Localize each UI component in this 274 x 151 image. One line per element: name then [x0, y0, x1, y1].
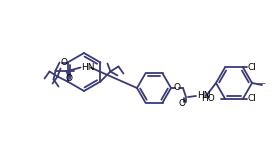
Text: O: O	[65, 74, 72, 83]
Text: O: O	[178, 98, 185, 108]
Text: Cl: Cl	[248, 63, 257, 72]
Text: HN: HN	[197, 92, 210, 101]
Text: —: —	[257, 79, 266, 88]
Text: HN: HN	[82, 63, 95, 72]
Text: HO: HO	[201, 94, 215, 103]
Text: O: O	[173, 84, 181, 93]
Text: O: O	[60, 58, 67, 67]
Text: Cl: Cl	[248, 94, 257, 103]
